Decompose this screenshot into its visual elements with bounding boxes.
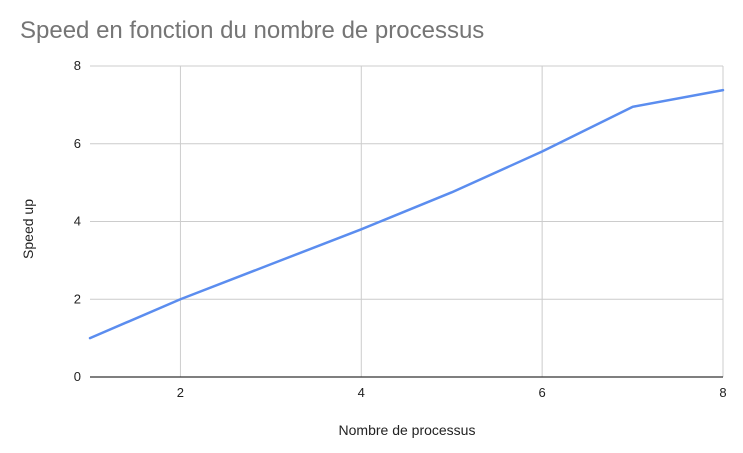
chart-title: Speed en fonction du nombre de processus: [20, 17, 484, 44]
grid: [90, 65, 724, 377]
x-axis-title: Nombre de processus: [339, 422, 476, 438]
x-tick-label: 8: [719, 385, 726, 400]
series-line: [88, 88, 725, 340]
y-tick-label: 6: [74, 136, 81, 151]
x-tick-label: 4: [358, 385, 365, 400]
y-tick-label: 0: [74, 369, 81, 384]
y-tick-label: 2: [74, 291, 81, 306]
series-layer: [88, 88, 725, 340]
y-tick-label: 8: [74, 58, 81, 73]
y-axis-title: Speed up: [20, 199, 36, 259]
tick-labels: 0 2 4 6 8 2 4 6 8: [74, 58, 727, 400]
x-tick-label: 6: [539, 385, 546, 400]
x-tick-label: 2: [177, 385, 184, 400]
y-tick-label: 4: [74, 214, 81, 229]
